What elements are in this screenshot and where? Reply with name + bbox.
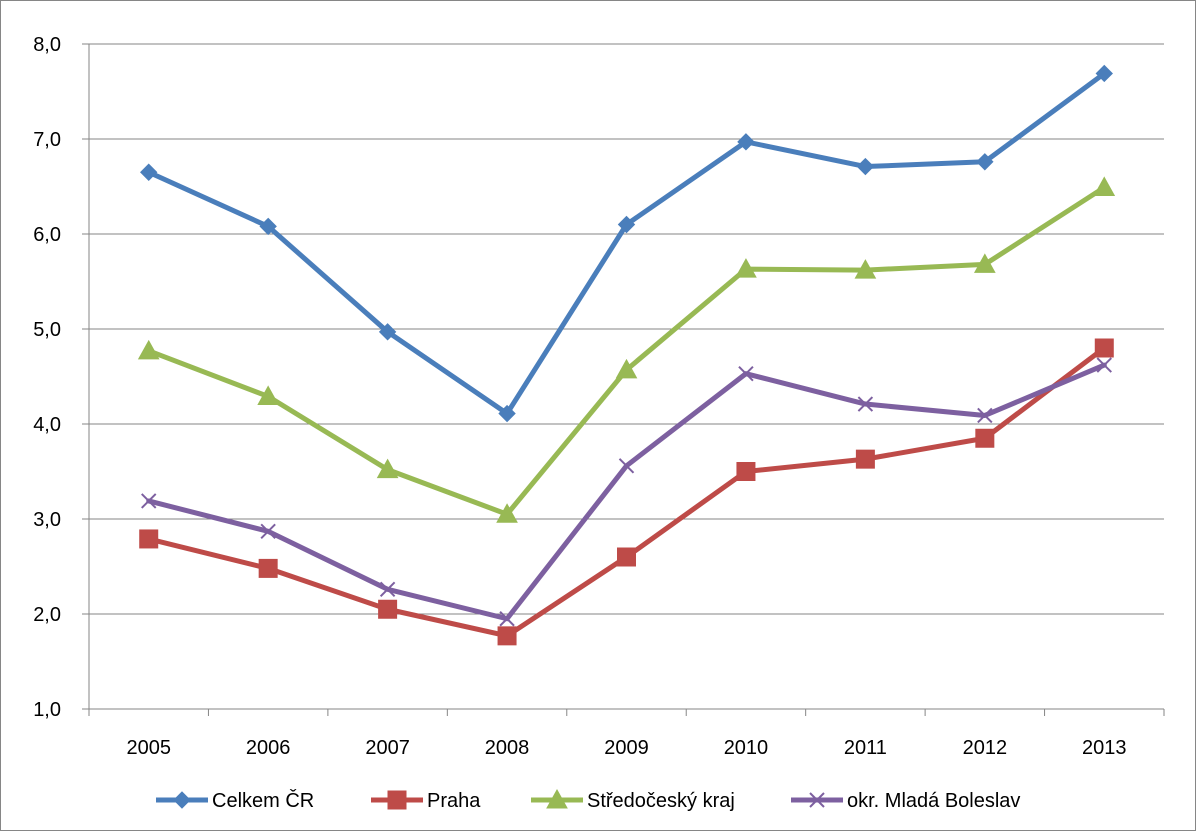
x-tick-label: 2009 <box>604 737 649 759</box>
series-3 <box>141 357 1112 627</box>
series-2 <box>137 176 1116 523</box>
legend-marker <box>387 790 407 810</box>
legend-entry: okr. Mladá Boleslav <box>791 790 1020 812</box>
series-line <box>146 362 1107 622</box>
series-1 <box>139 338 1114 646</box>
x-tick-label: 2008 <box>485 737 530 759</box>
data-point <box>259 217 277 236</box>
legend-label: okr. Mladá Boleslav <box>847 790 1020 812</box>
data-point <box>137 339 160 360</box>
y-tick-label: 5,0 <box>33 319 61 341</box>
y-tick-label: 8,0 <box>33 34 61 56</box>
x-tick-label: 2011 <box>844 737 887 759</box>
data-point <box>615 358 638 379</box>
data-point <box>976 153 994 171</box>
legend-label: Praha <box>427 790 481 812</box>
x-tick-label: 2010 <box>724 737 769 759</box>
data-point <box>497 626 517 646</box>
data-point <box>141 493 157 509</box>
legend: Celkem ČR Praha Středočeský kraj okr. Mladá… <box>156 788 1020 812</box>
data-point <box>257 385 280 405</box>
data-point <box>139 529 159 549</box>
legend-marker <box>546 788 568 809</box>
y-tick-label: 4,0 <box>33 414 61 436</box>
data-point <box>258 558 278 578</box>
data-point <box>376 458 399 479</box>
data-point <box>498 404 516 423</box>
data-point <box>618 458 635 474</box>
series-lines <box>137 64 1116 646</box>
data-point <box>975 428 995 448</box>
data-point <box>617 215 636 234</box>
data-point <box>378 323 397 341</box>
series-line <box>146 345 1107 639</box>
data-point <box>1093 176 1116 196</box>
y-tick-label: 6,0 <box>33 224 61 246</box>
legend-marker <box>809 792 825 808</box>
x-tick-label: 2007 <box>365 737 410 759</box>
data-point <box>973 253 996 273</box>
data-point <box>1095 64 1113 83</box>
data-point <box>856 157 875 176</box>
y-tick-label: 3,0 <box>33 509 61 531</box>
legend-entry: Praha <box>371 790 481 812</box>
legend-label: Celkem ČR <box>212 789 314 812</box>
data-point <box>499 611 515 627</box>
data-point <box>738 365 754 382</box>
y-tick-label: 2,0 <box>33 604 61 626</box>
x-tick-label: 2006 <box>246 737 291 759</box>
x-tick-label: 2012 <box>963 737 1008 759</box>
legend-marker <box>173 791 191 809</box>
data-point <box>260 523 276 540</box>
data-point <box>854 259 877 279</box>
data-point <box>736 462 756 481</box>
x-tick-label: 2005 <box>126 737 171 759</box>
legend-label: Středočeský kraj <box>587 790 735 812</box>
data-point <box>617 547 636 567</box>
x-tick-label: 2013 <box>1082 737 1127 759</box>
data-point <box>737 133 755 151</box>
data-point <box>496 503 518 523</box>
data-point <box>735 258 757 278</box>
y-tick-label: 7,0 <box>33 129 61 151</box>
data-point <box>977 407 993 424</box>
data-point <box>1094 338 1114 358</box>
data-point <box>378 599 398 619</box>
data-point <box>857 396 874 412</box>
data-point <box>1096 357 1112 373</box>
data-point <box>140 163 158 181</box>
legend-entry: Středočeský kraj <box>531 788 735 812</box>
y-tick-label: 1,0 <box>33 699 61 721</box>
legend-entry: Celkem ČR <box>156 789 314 812</box>
axes: 1,0 2,0 3,0 4,0 5,0 6,0 7,0 8,0 2005 2006 2007 2008… <box>33 34 1165 759</box>
data-point <box>855 449 875 469</box>
series-0 <box>140 64 1113 423</box>
data-point <box>379 581 396 598</box>
